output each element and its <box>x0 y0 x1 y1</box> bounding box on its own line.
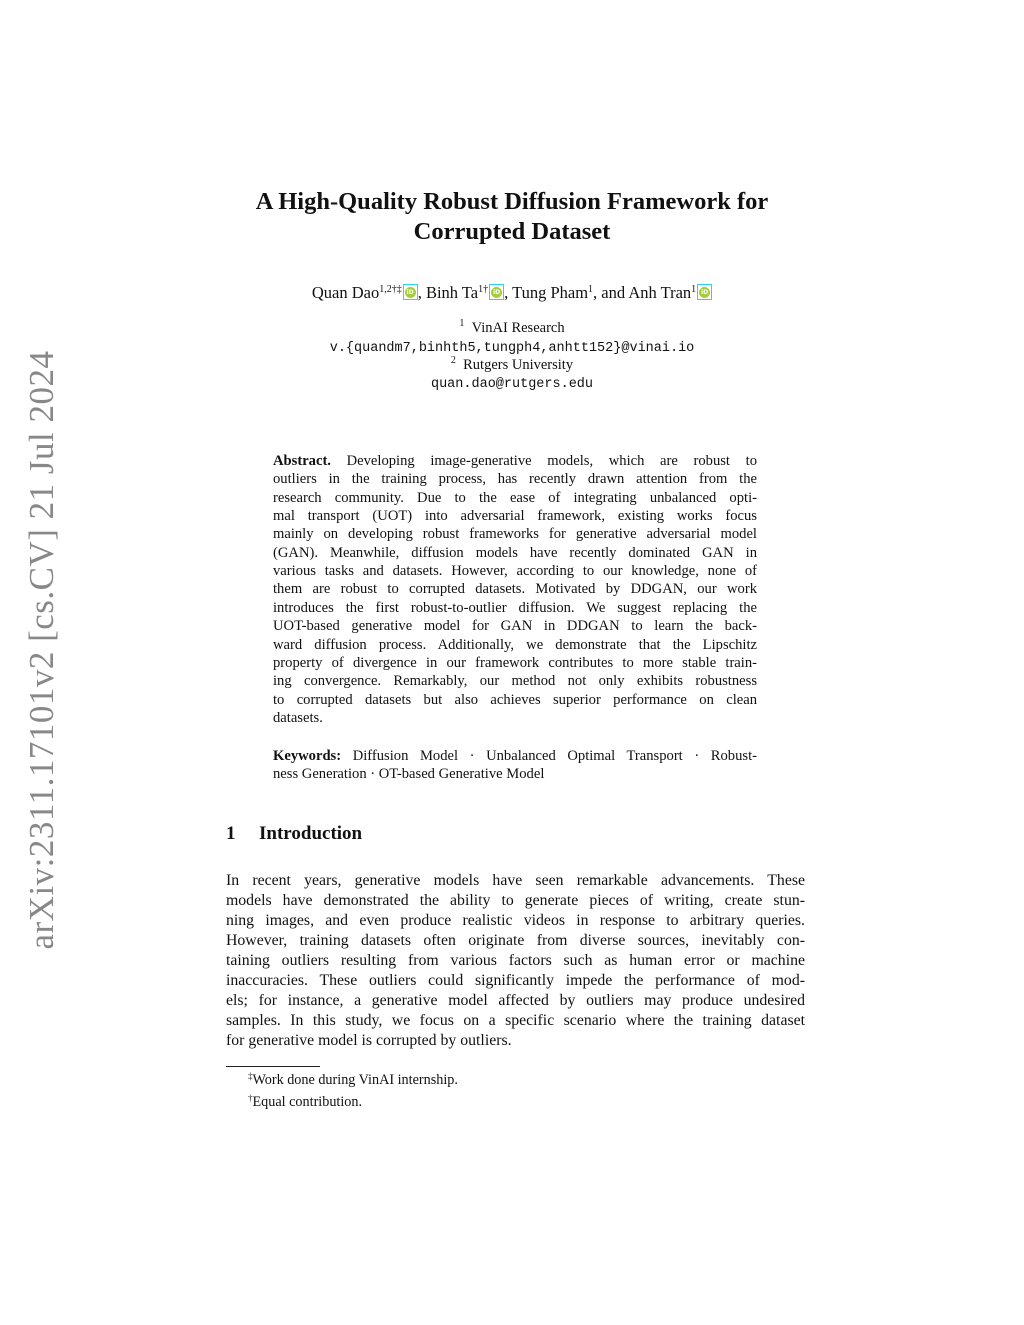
paper-title-line-1: A High-Quality Robust Diffusion Framewor… <box>255 188 769 215</box>
text-line: them are robust to corrupted datasets. M… <box>273 581 757 598</box>
line-text: them are robust to corrupted datasets. M… <box>273 581 757 598</box>
section-heading: 1 Introduction <box>226 823 362 845</box>
line-text: taining outliers resulting from various … <box>226 952 805 970</box>
author-name: Binh Ta <box>425 283 479 302</box>
line-text: various tasks and datasets. However, acc… <box>273 563 757 580</box>
line-text: ning images, and even produce realistic … <box>226 912 805 930</box>
text-line: mainly on developing robust frameworks f… <box>273 526 757 543</box>
affiliation-1: 1 VinAI Research <box>0 318 1024 337</box>
text-line: However, training datasets often origina… <box>226 932 805 950</box>
section-number: 1 <box>226 823 236 844</box>
text-line: datasets. <box>273 710 757 727</box>
line-text: mainly on developing robust frameworks f… <box>273 526 757 543</box>
paper-title-line-2: Corrupted Dataset <box>413 218 611 245</box>
text-line: UOT-based generative model for GAN in DD… <box>273 618 757 635</box>
line-text: models have demonstrated the ability to … <box>226 892 805 910</box>
line-text: UOT-based generative model for GAN in DD… <box>273 618 757 635</box>
text-line: introduces the first robust-to-outlier d… <box>273 600 757 617</box>
text-line: ing convergence. Remarkably, our method … <box>273 673 757 690</box>
line-text: research community. Due to the ease of i… <box>273 489 757 506</box>
line-text: datasets. <box>273 709 323 726</box>
author-separator: , <box>417 283 426 302</box>
text-line: Keywords: Diffusion Model · Unbalanced O… <box>273 748 757 765</box>
affiliation-2-email: quan.dao@rutgers.edu <box>430 377 594 392</box>
affiliation-mark: 1 <box>459 318 465 329</box>
text-line: various tasks and datasets. However, acc… <box>273 563 757 580</box>
section-title: Introduction <box>259 823 363 844</box>
text-line: ness Generation · OT-based Generative Mo… <box>273 766 757 783</box>
author-name: Quan Dao <box>311 283 380 302</box>
orcid-icon[interactable] <box>489 284 505 300</box>
author-marks: 1,2†‡ <box>379 284 402 295</box>
arxiv-stamp: arXiv:2311.17101v2 [cs.CV] 21 Jul 2024 <box>22 350 61 950</box>
author-marks: 1† <box>478 284 489 295</box>
line-text: for generative model is corrupted by out… <box>226 1032 512 1050</box>
footnote-mark: ‡ <box>248 1071 253 1081</box>
line-text: In recent years, generative models have … <box>226 872 805 889</box>
text-line: ning images, and even produce realistic … <box>226 912 805 930</box>
line-text: introduces the first robust-to-outlier d… <box>273 599 757 616</box>
text-line: ward diffusion process. Additionally, we… <box>273 637 757 654</box>
line-text: (GAN). Meanwhile, diffusion models have … <box>273 544 757 561</box>
line-text: property of divergence in our framework … <box>273 654 757 671</box>
author-marks: 1 <box>691 284 697 295</box>
line-text: to corrupted datasets but also achieves … <box>273 691 757 708</box>
label: Abstract. <box>273 453 331 469</box>
footnote-2: †Equal contribution. <box>248 1094 362 1111</box>
affiliation-mark: 2 <box>450 355 456 366</box>
line-text: ing convergence. Remarkably, our method … <box>273 673 757 690</box>
footnote-rule <box>226 1066 320 1067</box>
line-text: outliers in the training process, has re… <box>273 471 757 488</box>
footnote-mark: † <box>248 1093 253 1103</box>
line-text: samples. In this study, we focus on a sp… <box>226 1012 805 1030</box>
text-line: els; for instance, a generative model af… <box>226 992 805 1010</box>
text-line: Abstract. Developing image-generative mo… <box>273 453 757 470</box>
line-text: Developing image-generative models, whic… <box>330 453 757 469</box>
line-text: els; for instance, a generative model af… <box>226 992 805 1010</box>
footnote-1: ‡Work done during VinAI internship. <box>248 1072 458 1089</box>
text-line: inaccuracies. These outliers could signi… <box>226 972 805 990</box>
text-line: research community. Due to the ease of i… <box>273 490 757 507</box>
line-text: mal transport (UOT) into adversarial fra… <box>273 508 757 525</box>
author-list: Quan Dao1,2†‡, Binh Ta1†, Tung Pham1, an… <box>0 283 1024 303</box>
author-name: Tung Pham <box>512 283 589 302</box>
text-line: to corrupted datasets but also achieves … <box>273 692 757 709</box>
text-line: (GAN). Meanwhile, diffusion models have … <box>273 545 757 562</box>
line-text: ward diffusion process. Additionally, we… <box>273 636 757 653</box>
text-line: taining outliers resulting from various … <box>226 952 805 970</box>
footnote-text: Work done during VinAI internship. <box>252 1072 458 1088</box>
text-line: models have demonstrated the ability to … <box>226 892 805 910</box>
affiliation-1-email: v.{quandm7,binhth5,tungph4,anhtt152}@vin… <box>329 341 695 356</box>
text-line: outliers in the training process, has re… <box>273 471 757 488</box>
author-name: Anh Tran <box>628 283 692 302</box>
orcid-icon[interactable] <box>697 284 713 300</box>
author-separator: , <box>504 283 513 302</box>
text-line: for generative model is corrupted by out… <box>226 1032 805 1050</box>
affiliation-name: VinAI Research <box>471 320 565 336</box>
line-text: Diffusion Model · Unbalanced Optimal Tra… <box>341 748 757 764</box>
text-line: mal transport (UOT) into adversarial fra… <box>273 508 757 525</box>
orcid-icon[interactable] <box>402 284 418 300</box>
text-line: samples. In this study, we focus on a sp… <box>226 1012 805 1030</box>
text-line: property of divergence in our framework … <box>273 655 757 672</box>
line-text: inaccuracies. These outliers could signi… <box>226 972 805 990</box>
author-separator: , and <box>593 283 629 302</box>
line-text: However, training datasets often origina… <box>226 932 805 950</box>
affiliation-2: 2 Rutgers University <box>0 355 1024 374</box>
footnote-text: Equal contribution. <box>252 1094 363 1110</box>
affiliation-name: Rutgers University <box>463 357 574 373</box>
line-text: ness Generation · OT-based Generative Mo… <box>273 766 545 783</box>
author-marks: 1 <box>588 284 594 295</box>
label: Keywords: <box>273 748 342 764</box>
text-line: In recent years, generative models have … <box>226 872 805 890</box>
